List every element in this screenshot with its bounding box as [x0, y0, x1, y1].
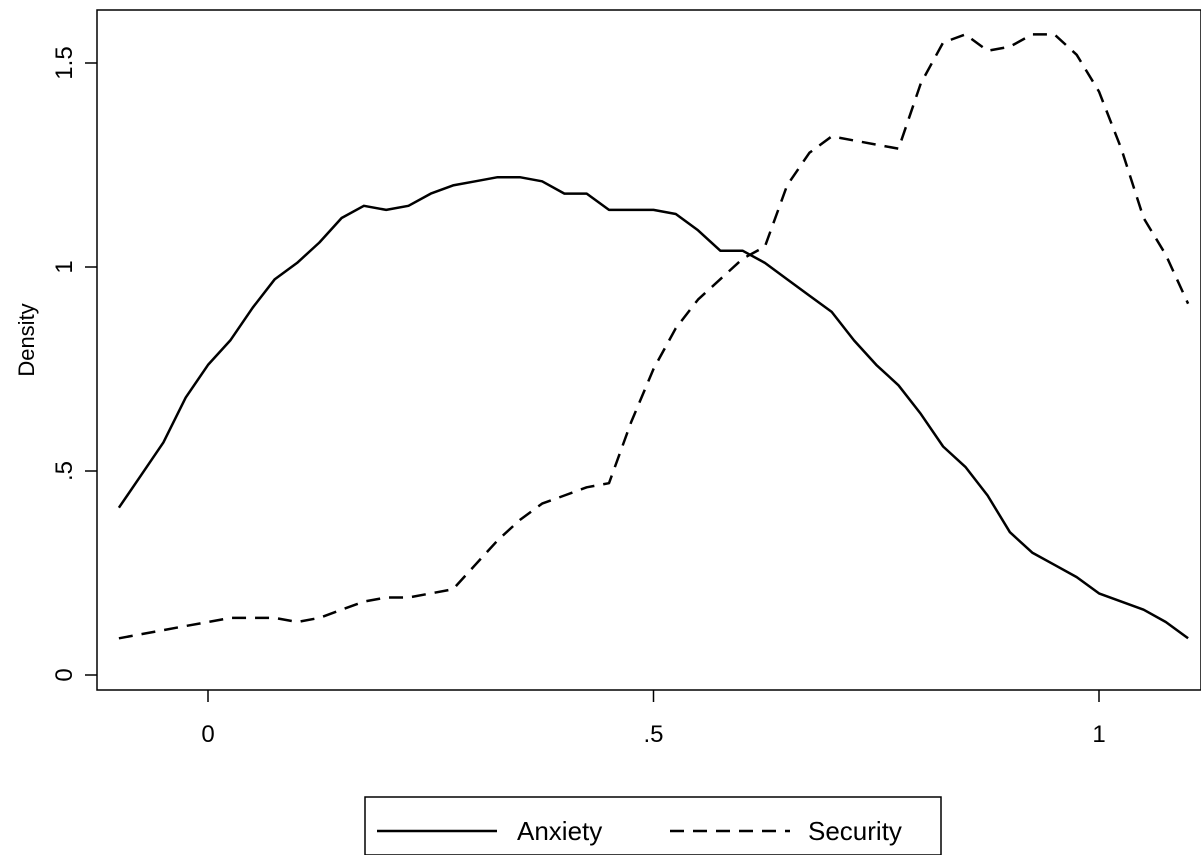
y-axis-title: Density [14, 303, 39, 376]
y-tick-label: .5 [51, 461, 78, 481]
x-tick-label: 0 [201, 721, 214, 748]
series-line-security [118, 33, 1190, 640]
x-axis: 0.5 1 [201, 690, 1106, 748]
series-layer [117, 33, 1190, 640]
legend-label-anxiety: Anxiety [517, 816, 602, 846]
series-line-anxiety [117, 175, 1189, 640]
x-tick-label: 1 [1092, 721, 1105, 748]
x-tick-label: .5 [643, 721, 663, 748]
plot-area-frame [96, 9, 1201, 691]
legend: Anxiety Security [364, 796, 942, 855]
y-tick-label: 1 [51, 260, 78, 273]
y-tick-label: 1.5 [51, 46, 78, 79]
legend-label-security: Security [808, 816, 902, 846]
legend-box [364, 796, 942, 855]
y-tick-label: 0 [51, 668, 78, 681]
y-axis: 0 .5 1 1.5 [51, 46, 97, 682]
